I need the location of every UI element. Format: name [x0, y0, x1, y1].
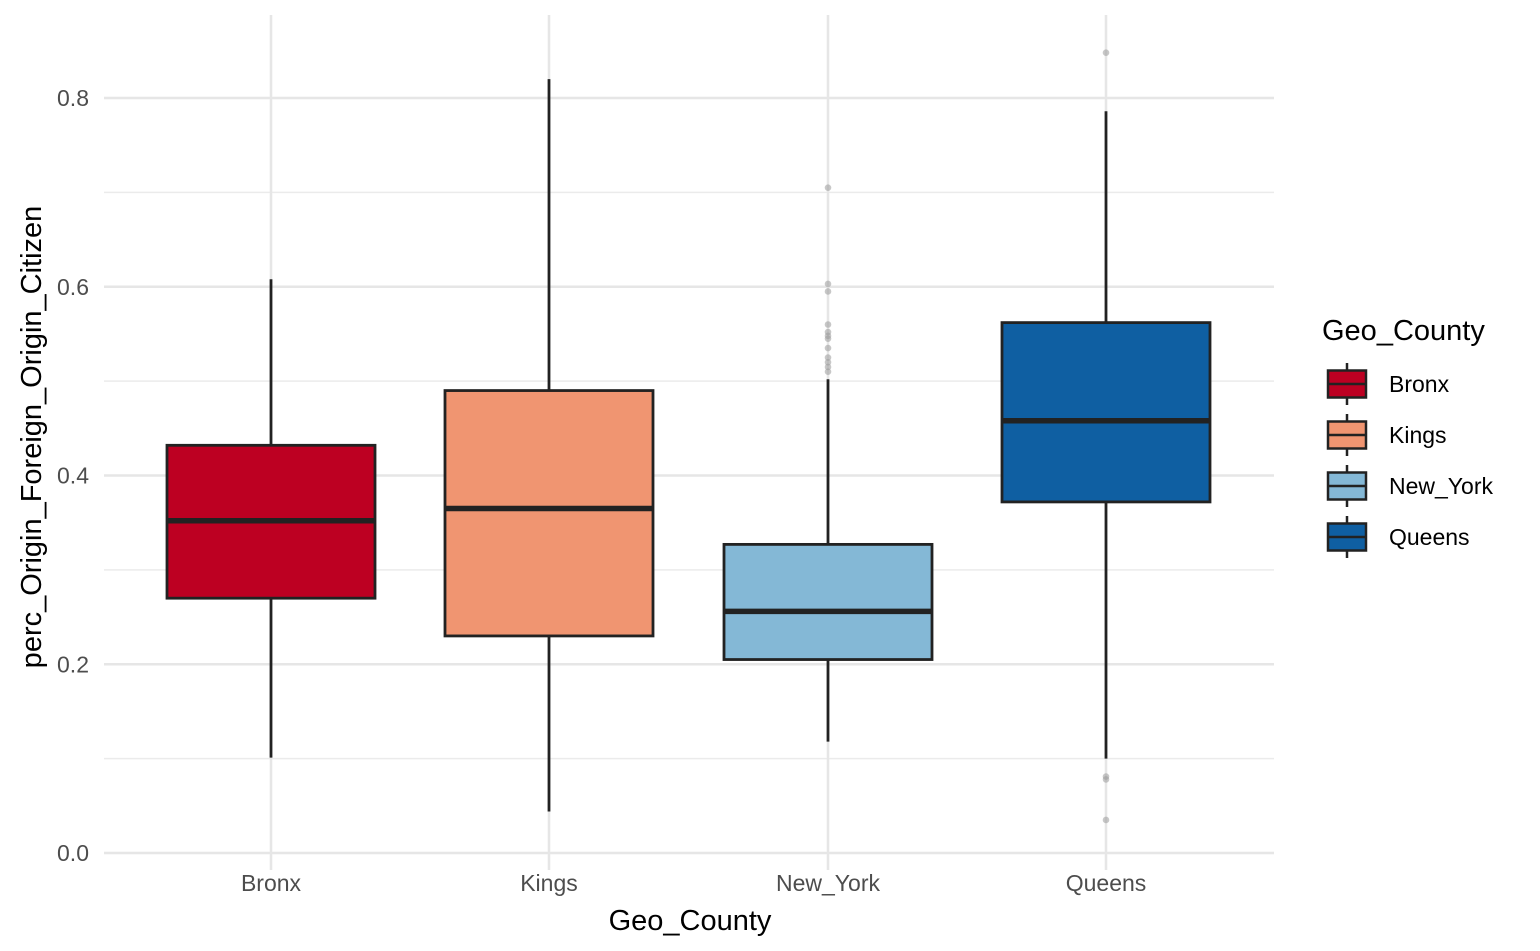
legend-title: Geo_County [1322, 315, 1485, 347]
x-tick-label: Kings [520, 870, 578, 896]
legend-item-Queens: Queens [1326, 516, 1470, 558]
y-tick-label: 0.4 [57, 463, 89, 489]
outlier-point [824, 354, 832, 361]
outlier-point [1102, 816, 1110, 824]
x-tick-label: Bronx [241, 870, 302, 896]
legend-label: Queens [1389, 524, 1470, 550]
x-tick-label: Queens [1066, 870, 1147, 896]
outlier-point [824, 328, 832, 336]
x-axis-ticks: Bronx Kings New_York Queens [241, 870, 1146, 896]
box-Bronx [165, 279, 377, 758]
outlier-point [824, 344, 832, 352]
outlier-point [824, 358, 832, 366]
box-iqr [1000, 321, 1212, 504]
y-axis-ticks: 0.0 0.2 0.4 0.6 0.8 [57, 85, 89, 866]
legend-label: Kings [1389, 422, 1447, 448]
box-iqr [722, 542, 934, 661]
outlier-point [824, 184, 832, 191]
outlier-point [1102, 773, 1110, 780]
legend-item-Bronx: Bronx [1326, 363, 1450, 405]
legend: Bronx Kings New_York Queens [1326, 363, 1493, 558]
outlier-point [824, 321, 832, 328]
outlier-point [824, 368, 832, 375]
y-tick-label: 0.8 [57, 85, 89, 111]
boxes [165, 49, 1212, 824]
box-New_York [722, 184, 934, 742]
box-iqr [443, 389, 655, 638]
legend-label: New_York [1389, 473, 1493, 499]
y-axis-title: perc_Origin_Foreign_Origin_Citizen [16, 206, 48, 669]
y-tick-label: 0.0 [57, 840, 89, 866]
x-tick-label: New_York [776, 870, 880, 896]
legend-label: Bronx [1389, 371, 1450, 397]
outlier-point [824, 280, 832, 288]
legend-item-Kings: Kings [1326, 414, 1447, 456]
outlier-point [824, 363, 832, 371]
outlier-point [1102, 49, 1110, 56]
x-axis-title: Geo_County [609, 905, 772, 937]
legend-item-New_York: New_York [1326, 465, 1493, 507]
box-Kings [443, 79, 655, 812]
outlier-point [824, 288, 832, 295]
box-Queens [1000, 49, 1212, 824]
y-tick-label: 0.6 [57, 274, 89, 300]
y-tick-label: 0.2 [57, 651, 89, 677]
